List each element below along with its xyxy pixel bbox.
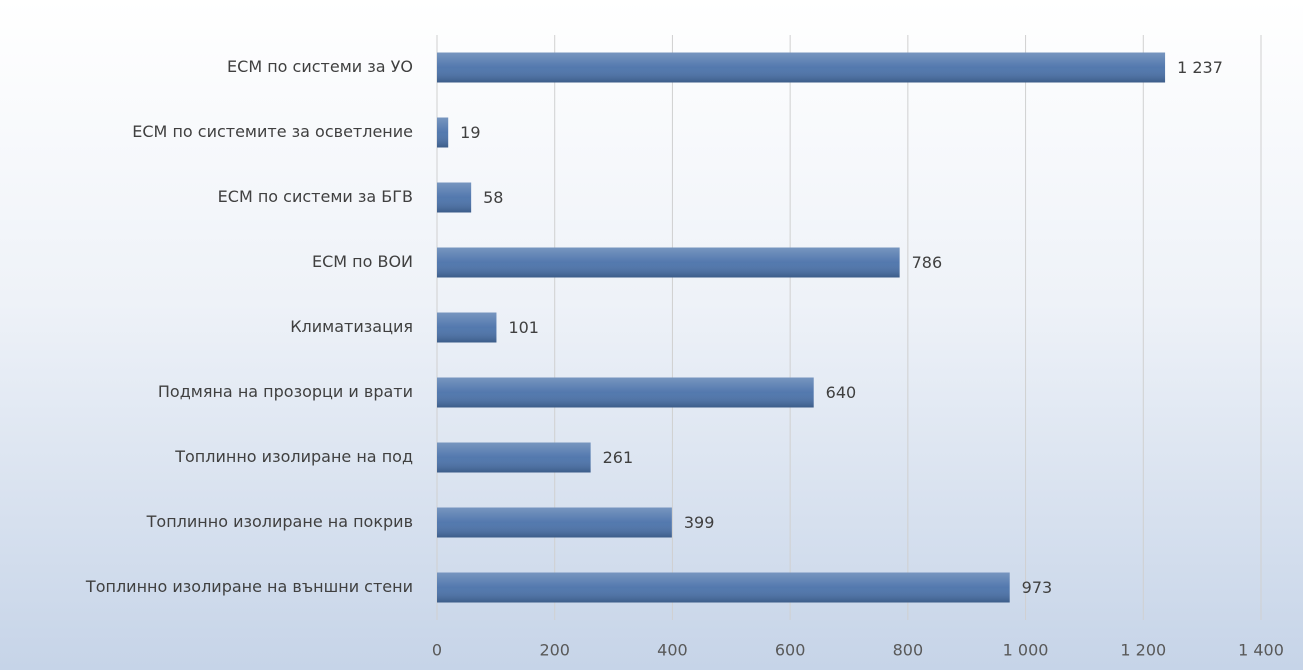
y-tick-label: ЕСМ по системите за осветление — [132, 122, 413, 141]
x-tick-label: 800 — [893, 641, 924, 660]
data-label: 1 237 — [1177, 58, 1223, 77]
bar — [437, 312, 497, 343]
data-label: 399 — [684, 513, 715, 532]
x-tick-label: 1 400 — [1238, 641, 1284, 660]
data-label: 973 — [1022, 578, 1053, 597]
data-label: 58 — [483, 188, 503, 207]
y-tick-label: ЕСМ по системи за БГВ — [218, 187, 413, 206]
y-tick-label: Топлинно изолиране на покрив — [146, 512, 413, 531]
bar — [437, 442, 591, 473]
bar — [437, 507, 672, 538]
y-tick-label: ЕСМ по системи за УО — [227, 57, 413, 76]
x-tick-label: 1 200 — [1120, 641, 1166, 660]
bar — [437, 247, 900, 278]
bar — [437, 52, 1166, 83]
y-tick-label: Подмяна на прозорци и врати — [158, 382, 413, 401]
y-tick-label: Климатизация — [290, 317, 413, 336]
x-tick-label: 600 — [775, 641, 806, 660]
bar — [437, 377, 814, 408]
y-tick-label: ЕСМ по ВОИ — [312, 252, 413, 271]
data-label: 640 — [826, 383, 857, 402]
bar — [437, 117, 449, 148]
x-tick-label: 1 000 — [1003, 641, 1049, 660]
data-label: 786 — [912, 253, 943, 272]
bar — [437, 182, 472, 213]
data-label: 101 — [508, 318, 539, 337]
x-tick-label: 200 — [539, 641, 570, 660]
x-tick-label: 0 — [432, 641, 442, 660]
bar — [437, 572, 1010, 603]
y-tick-label: Топлинно изолиране на под — [174, 447, 413, 466]
data-label: 261 — [603, 448, 634, 467]
x-tick-label: 400 — [657, 641, 688, 660]
data-label: 19 — [460, 123, 480, 142]
y-tick-label: Топлинно изолиране на външни стени — [85, 577, 413, 596]
